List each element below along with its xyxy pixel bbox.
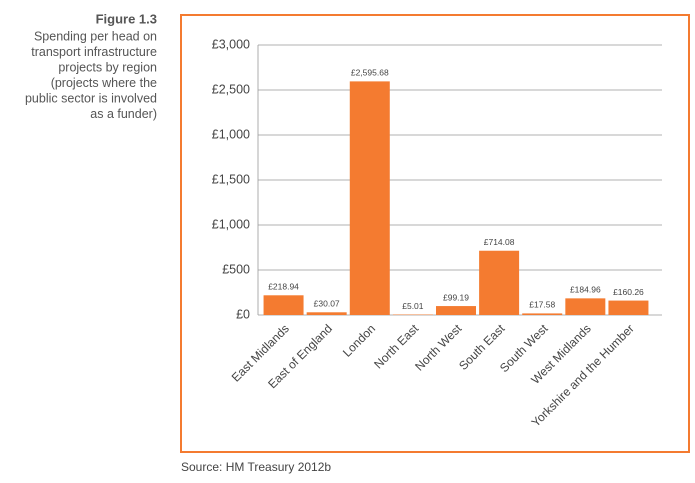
bar: [522, 313, 563, 315]
value-label: £218.94: [268, 282, 299, 292]
subtitle-line: Spending per head on: [34, 29, 157, 43]
y-tick-label: £1,500: [212, 172, 250, 186]
value-label: £2,595.68: [351, 68, 389, 78]
subtitle-line: as a funder): [90, 107, 157, 121]
x-tick-label: North West: [412, 321, 465, 374]
value-label: £30.07: [314, 299, 340, 309]
value-label: £99.19: [443, 292, 469, 302]
subtitle-line: (projects where the: [51, 76, 157, 90]
value-label: £17.58: [529, 300, 555, 310]
y-tick-label: £0: [236, 307, 250, 321]
y-tick-label: £1,000: [212, 217, 250, 231]
bar: [349, 81, 390, 316]
y-tick-label: £500: [222, 262, 250, 276]
y-tick-label: £1,000: [212, 127, 250, 141]
subtitle-line: public sector is involved: [25, 91, 157, 105]
y-tick-label: £2,500: [212, 82, 250, 96]
bar: [565, 298, 606, 315]
value-label: £184.96: [570, 285, 601, 295]
chart-title: Figure 1.3: [96, 11, 157, 26]
subtitle-line: transport infrastructure: [31, 45, 157, 59]
bar: [436, 306, 476, 315]
bar: [263, 295, 304, 315]
value-label: £160.26: [613, 287, 644, 297]
frame: [180, 14, 690, 453]
value-label: £714.08: [484, 237, 515, 247]
bar: [306, 312, 347, 315]
subtitle-line: projects by region: [58, 60, 157, 74]
bar: [479, 250, 520, 315]
value-label: £5.01: [402, 301, 424, 311]
y-tick-label: £3,000: [212, 37, 250, 51]
x-tick-label: London: [340, 321, 378, 359]
source: Source: HM Treasury 2012b: [181, 460, 331, 474]
bar: [608, 300, 649, 315]
